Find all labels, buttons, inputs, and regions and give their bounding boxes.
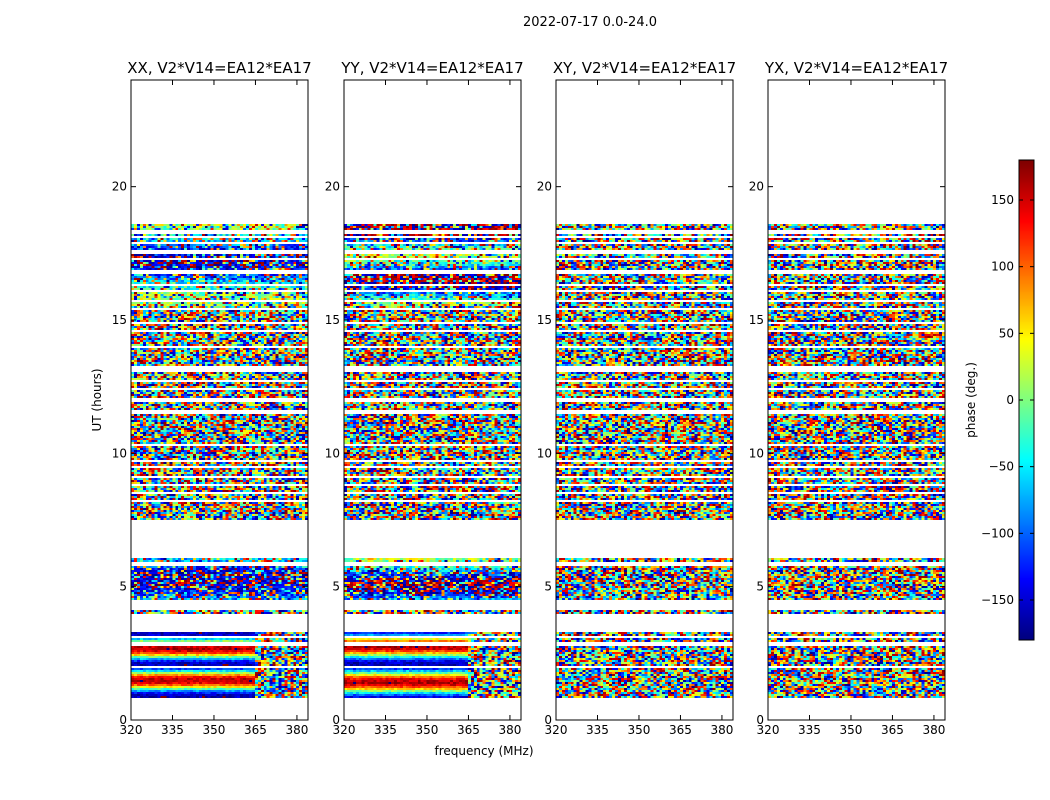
colorbar-tick-label: 100 <box>991 260 1014 274</box>
heatmap-image-yx <box>768 80 945 720</box>
y-tick-label: 5 <box>119 580 127 594</box>
panel-yx: YX, V2*V14=EA12*EA17 320 335 350 365 380 0 5 10 1… <box>749 59 948 737</box>
x-tick-label: 380 <box>710 723 733 737</box>
y-tick-label: 10 <box>112 446 127 460</box>
y-tick-label: 15 <box>112 313 127 327</box>
y-tick-label: 15 <box>325 313 340 327</box>
x-tick-label: 365 <box>669 723 692 737</box>
x-tick-label: 320 <box>120 723 143 737</box>
colorbar-label: phase (deg.) <box>964 362 978 438</box>
x-tick-label: 350 <box>840 723 863 737</box>
colorbar-tick-label: −100 <box>981 526 1014 540</box>
x-tick-label: 365 <box>881 723 904 737</box>
panel-xy: XY, V2*V14=EA12*EA17 320 335 350 365 380 0 5 10 1… <box>537 59 736 737</box>
y-tick-label: 15 <box>749 313 764 327</box>
x-tick-label: 380 <box>498 723 521 737</box>
y-tick-label: 5 <box>756 580 764 594</box>
panel-title: YY, V2*V14=EA12*EA17 <box>340 59 523 77</box>
y-tick-label: 10 <box>325 446 340 460</box>
y-tick-label: 20 <box>112 180 127 194</box>
x-tick-label: 350 <box>203 723 226 737</box>
panel-title: XY, V2*V14=EA12*EA17 <box>553 59 736 77</box>
panel-title: YX, V2*V14=EA12*EA17 <box>764 59 948 77</box>
colorbar-tick-label: −150 <box>981 593 1014 607</box>
y-tick-label: 20 <box>537 180 552 194</box>
y-tick-label: 10 <box>749 446 764 460</box>
y-tick-label: 20 <box>325 180 340 194</box>
x-tick-label: 320 <box>757 723 780 737</box>
y-tick-label: 0 <box>756 713 764 727</box>
y-tick-label: 0 <box>119 713 127 727</box>
y-tick-label: 10 <box>537 446 552 460</box>
x-tick-label: 350 <box>628 723 651 737</box>
y-tick-label: 15 <box>537 313 552 327</box>
plot-frame <box>343 79 522 721</box>
x-tick-label: 350 <box>416 723 439 737</box>
heatmap-image-xy <box>556 80 733 720</box>
x-tick-label: 365 <box>457 723 480 737</box>
figure-suptitle: 2022-07-17 0.0-24.0 <box>523 15 657 30</box>
x-tick-label: 365 <box>244 723 267 737</box>
y-tick-label: 5 <box>332 580 340 594</box>
x-tick-label: 320 <box>333 723 356 737</box>
heatmap-panels: XX, V2*V14=EA12*EA17 320 335 350 365 380 0 5 10 1… <box>112 59 948 737</box>
heatmap-image-xx <box>131 80 308 720</box>
panel-yy: YY, V2*V14=EA12*EA17 320 335 350 365 380 0 5 10 1… <box>325 59 524 737</box>
panel-title: XX, V2*V14=EA12*EA17 <box>127 59 311 77</box>
y-tick-label: 20 <box>749 180 764 194</box>
y-tick-label: 5 <box>544 580 552 594</box>
y-tick-label: 0 <box>332 713 340 727</box>
x-tick-label: 380 <box>922 723 945 737</box>
x-tick-label: 335 <box>586 723 609 737</box>
heatmap-image-yy <box>344 80 521 720</box>
colorbar-gradient <box>1019 160 1034 640</box>
x-tick-label: 335 <box>374 723 397 737</box>
x-tick-label: 335 <box>798 723 821 737</box>
colorbar-tick-label: −50 <box>989 460 1014 474</box>
x-axis-label: frequency (MHz) <box>434 744 533 758</box>
plot-frame <box>767 79 946 721</box>
y-axis-label: UT (hours) <box>90 368 104 431</box>
x-tick-label: 380 <box>285 723 308 737</box>
x-tick-label: 335 <box>161 723 184 737</box>
colorbar-tick-label: 150 <box>991 193 1014 207</box>
plot-frame <box>130 79 309 721</box>
colorbar: 150 100 50 0 −50 −100 −150 <box>981 159 1035 641</box>
colorbar-tick-label: 50 <box>999 326 1014 340</box>
y-tick-label: 0 <box>544 713 552 727</box>
panel-xx: XX, V2*V14=EA12*EA17 320 335 350 365 380 0 5 10 1… <box>112 59 312 737</box>
colorbar-tick-label: 0 <box>1006 393 1014 407</box>
x-tick-label: 320 <box>545 723 568 737</box>
plot-frame <box>555 79 734 721</box>
